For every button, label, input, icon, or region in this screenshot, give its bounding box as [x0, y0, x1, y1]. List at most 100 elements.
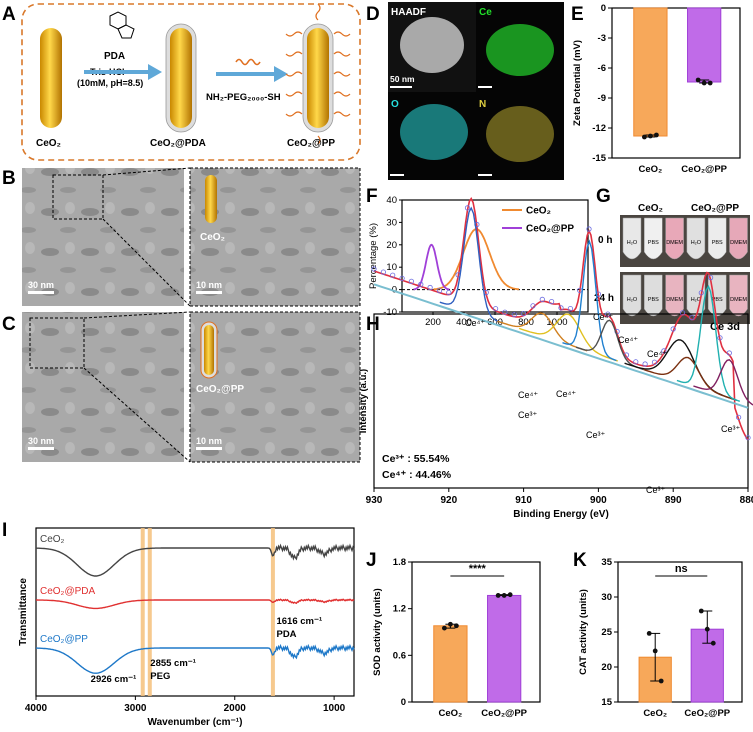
background-line	[373, 283, 749, 409]
panel-c: CeO₂@PP 30 nm 10 nm	[22, 311, 361, 463]
x-tick-label: 3000	[124, 703, 147, 714]
raw-data-point	[427, 284, 433, 291]
tube	[665, 217, 684, 260]
peak-label: Ce⁴⁺	[518, 390, 538, 400]
raw-data-point	[539, 296, 545, 302]
annotation: 2855 cm⁻¹	[150, 658, 196, 669]
scheme-mid-label: CeO₂@PDA	[150, 138, 206, 149]
tem-c-scale-right: 10 nm	[196, 436, 222, 446]
raw-data-point	[371, 266, 377, 272]
x-tick-label: CeO₂@PP	[684, 708, 730, 719]
series-label: CeO₂@PP	[40, 634, 88, 645]
raw-data-point	[642, 361, 648, 367]
plot-frame	[401, 199, 589, 313]
panel-label-b: B	[2, 168, 16, 189]
data-point	[442, 625, 447, 631]
arrow-1	[84, 64, 162, 80]
x-axis-label: Wavenumber (cm⁻¹)	[148, 717, 243, 728]
tube-label: H₂O	[691, 297, 702, 303]
x-tick-label: CeO₂@PP	[681, 164, 727, 175]
raw-data-point	[735, 414, 742, 420]
highlight-band	[270, 528, 275, 696]
x-tick-label: CeO₂	[439, 708, 463, 719]
series-label: CeO₂@PDA	[40, 586, 95, 597]
tube	[644, 274, 663, 317]
raw-data-point	[530, 303, 536, 309]
data-point	[695, 77, 701, 83]
peak-label: Ce⁴⁺	[647, 349, 667, 359]
eds-scale-label: 50 nm	[390, 74, 415, 84]
raw-data-point	[502, 309, 508, 315]
panel-b: CeO₂ 30 nm 10 nm	[22, 167, 361, 307]
y-tick-label: 10	[386, 262, 397, 273]
data-point	[710, 640, 716, 646]
y-tick-label: -12	[592, 123, 606, 134]
significance-label: ns	[675, 563, 688, 575]
panel-label-d: D	[366, 4, 380, 25]
panel-d: HAADF Ce O N 50 nm	[388, 2, 564, 180]
annotation: 1616 cm⁻¹	[276, 616, 322, 627]
data-point	[448, 621, 453, 627]
x-axis-label: Binding Energy (eV)	[513, 509, 609, 520]
eds-ce-label: Ce	[479, 7, 492, 18]
tem-c-inset-label: CeO₂@PP	[196, 384, 244, 395]
panel-g: CeO₂ CeO₂@PP 0 h 24 h H₂O PBS DMEM H₂O PBS DM…	[594, 203, 750, 324]
raw-data-point	[408, 278, 414, 284]
x-tick-label: 200	[425, 317, 441, 328]
tube-label: DMEM	[730, 297, 747, 303]
peg-chains	[285, 3, 351, 145]
data-point	[704, 626, 710, 632]
spectrum-2	[36, 643, 355, 674]
y-tick-label: 35	[601, 557, 612, 568]
x-tick-label: 920	[440, 495, 457, 506]
y-axis-label: Intensity (a.u.)	[358, 369, 369, 433]
tem-b-right	[190, 168, 360, 306]
data-point	[642, 134, 647, 140]
raw-data-point	[698, 290, 704, 296]
tube-label: H₂O	[691, 240, 702, 246]
scheme-start-label: CeO₂	[36, 138, 61, 149]
peak-label: Ce⁴⁺	[465, 318, 485, 328]
rod-ceo2-pp	[307, 28, 329, 128]
raw-data-point	[670, 326, 676, 332]
y-tick-label: 0	[401, 697, 406, 708]
x-tick-label: 910	[515, 495, 532, 506]
data-point	[454, 623, 459, 629]
component-peak-8	[693, 359, 753, 406]
panel-label-h: H	[366, 314, 380, 335]
y-axis-label: Transmittance	[18, 578, 29, 646]
tem-b-zoom-box	[52, 174, 104, 220]
y-tick-label: 1.2	[393, 604, 406, 615]
data-point	[654, 132, 659, 138]
highlight-band	[140, 528, 145, 696]
tube-label: H₂O	[627, 240, 638, 246]
raw-data-point	[558, 305, 564, 311]
tube-label: H₂O	[627, 297, 638, 303]
spectrum-1	[36, 598, 355, 610]
x-tick-label: 1000	[323, 703, 346, 714]
raw-data-point	[661, 348, 667, 354]
tem-b-inset-label: CeO₂	[200, 232, 225, 243]
x-tick-label: 600	[487, 317, 503, 328]
x-tick-label: CeO₂	[643, 708, 667, 719]
peak-label: Ce³⁺	[646, 485, 666, 495]
tem-b-inset-rod	[205, 175, 217, 223]
data-point	[495, 593, 501, 598]
x-tick-label: 930	[366, 495, 383, 506]
panel-label-c: C	[2, 314, 16, 335]
arrow-2	[216, 66, 288, 82]
data-point	[646, 631, 652, 636]
panel-h: 930 920 910 900 890 880 Binding Energy (eV) Int…	[358, 196, 753, 520]
tube-label: DMEM	[666, 297, 683, 303]
tube	[644, 217, 663, 260]
tem-c-right	[190, 312, 360, 462]
pda-label: PDA	[104, 51, 125, 62]
raw-data-point	[511, 311, 517, 318]
data-point	[701, 80, 707, 86]
tem-c-scale-left: 30 nm	[28, 436, 54, 446]
ratio-label: Ce⁴⁺ : 44.46%	[382, 469, 452, 481]
raw-data-point	[707, 274, 714, 281]
panel-j: 0 0.6 1.2 1.8 SOD activity (units) CeO₂ CeO₂@P…	[372, 557, 541, 719]
panel-k: 15 20 25 30 35 CAT activity (units) CeO₂ CeO₂@P…	[578, 557, 743, 719]
